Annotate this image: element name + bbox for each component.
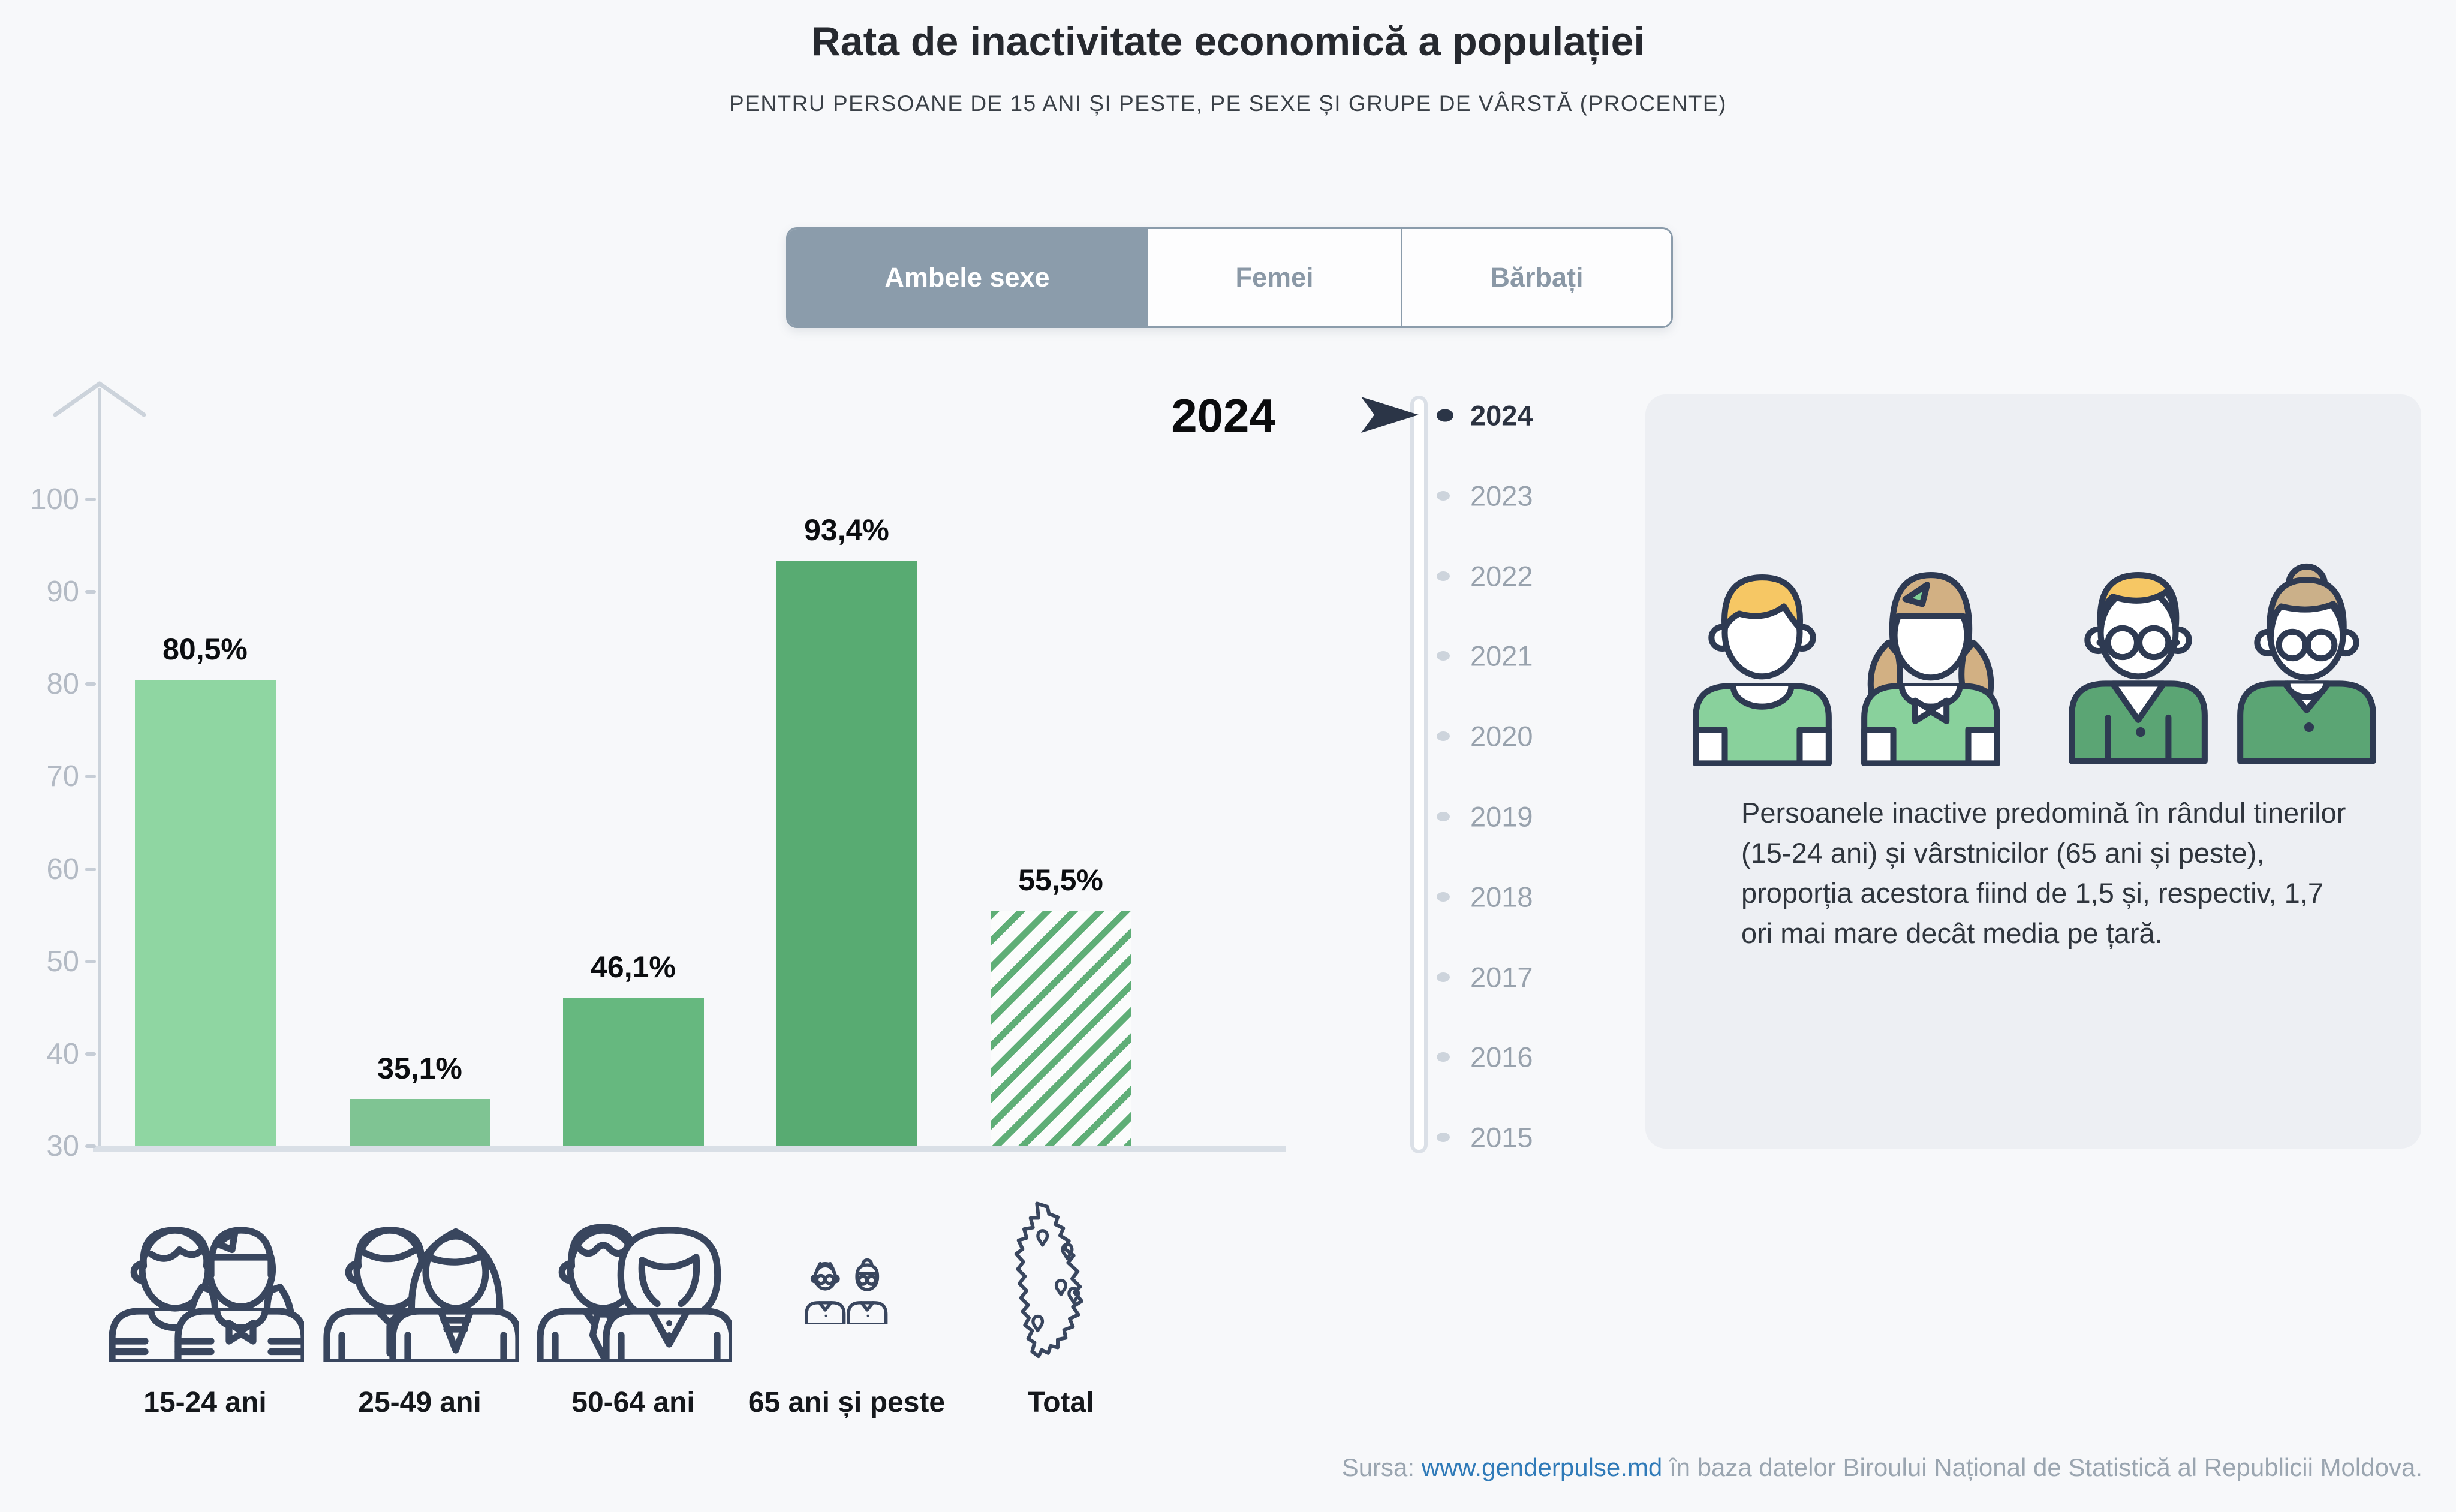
y-tick-label-60: 60 [46,853,79,885]
timeline-year-label-2020: 2020 [1470,720,1533,752]
y-tick-mark-40 [85,1052,96,1056]
timeline-dot-2017 [1437,972,1450,982]
sex-selector-tabs: Ambele sexe Femei Bărbați [786,227,1673,328]
timeline-year-2018[interactable]: 2018 [1421,873,1649,921]
middle-age-pair-icon [537,1224,732,1362]
category-label-25-49-ani: 25-49 ani [358,1387,481,1418]
timeline-dot-2024 [1437,409,1453,422]
boy-avatar-icon [1693,574,1832,766]
source-prefix: Sursa: [1341,1453,1422,1481]
man-avatar-icon [2069,572,2208,764]
source-suffix: în baza datelor Biroului Național de Sta… [1662,1453,2422,1481]
y-tick-mark-50 [85,959,96,963]
bar-total[interactable] [990,911,1131,1146]
timeline-dot-2021 [1437,651,1450,661]
tab-barbati[interactable]: Bărbați [1401,229,1671,326]
source-link[interactable]: www.genderpulse.md [1421,1453,1663,1481]
timeline-dot-2020 [1437,731,1450,742]
bar-value-total: 55,5% [1018,863,1103,897]
y-tick-mark-100 [85,498,96,502]
category-label-50-64-ani: 50-64 ani [571,1387,695,1418]
timeline-year-2019[interactable]: 2019 [1421,793,1649,841]
timeline-marker-arrow-icon[interactable] [1361,397,1419,433]
category-label-total: Total [1027,1387,1094,1418]
y-axis-arrow-icon [53,381,146,417]
timeline-dot-2018 [1437,891,1450,902]
timeline-year-2023[interactable]: 2023 [1421,472,1649,520]
timeline-year-label-2023: 2023 [1470,480,1533,512]
people-illustration [1684,526,2385,766]
timeline-year-label-2016: 2016 [1470,1041,1533,1073]
bar-value-15-24-ani: 80,5% [162,632,248,666]
timeline-year-2022[interactable]: 2022 [1421,552,1649,600]
bar-25-49-ani[interactable] [349,1099,490,1146]
bar-65-ani-i-peste[interactable] [776,561,917,1146]
y-tick-label-80: 80 [46,668,79,701]
page-title: Rata de inactivitate economică a populaț… [811,19,1645,64]
timeline-year-2020[interactable]: 2020 [1421,712,1649,760]
young-pair-icon [109,1227,304,1362]
tab-ambele-sexe[interactable]: Ambele sexe [788,229,1146,326]
y-tick-mark-60 [85,867,96,871]
elder-woman-avatar-icon [2237,563,2376,764]
timeline-year-2017[interactable]: 2017 [1421,953,1649,1001]
timeline-dot-2016 [1437,1052,1450,1062]
timeline-year-label-2024: 2024 [1470,399,1533,432]
y-axis-line [98,388,101,1146]
y-tick-label-30: 30 [46,1130,79,1162]
timeline-dot-2015 [1437,1133,1450,1143]
timeline-year-label-2022: 2022 [1470,560,1533,592]
y-tick-label-50: 50 [46,945,79,978]
bar-value-65-ani-i-peste: 93,4% [804,513,889,547]
timeline-year-label-2021: 2021 [1470,640,1533,672]
timeline-dot-2019 [1437,812,1450,821]
timeline-year-2016[interactable]: 2016 [1421,1033,1649,1081]
timeline-dot-2023 [1437,490,1450,501]
bar-value-50-64-ani: 46,1% [591,950,676,984]
timeline-year-2024[interactable]: 2024 [1421,391,1649,439]
insight-text: Persoanele inactive predomină în rândul … [1741,797,2346,949]
bar-15-24-ani[interactable] [134,680,276,1146]
timeline-year-label-2017: 2017 [1470,961,1533,993]
timeline-year-2015[interactable]: 2015 [1421,1113,1649,1161]
y-tick-label-90: 90 [46,576,79,609]
girl-avatar-icon [1861,571,2000,766]
timeline-dot-2022 [1437,571,1450,581]
y-tick-mark-90 [85,590,96,594]
moldova-map-icon [1014,1201,1083,1359]
page-subtitle: PENTRU PERSOANE DE 15 ANI ȘI PESTE, PE S… [729,91,1727,116]
y-tick-label-100: 100 [30,483,79,516]
x-axis-line [93,1146,1286,1152]
tab-femei[interactable]: Femei [1146,229,1401,326]
source-line: Sursa: www.genderpulse.md în baza datelo… [0,1453,2422,1482]
y-tick-label-40: 40 [46,1037,79,1070]
timeline-year-label-2019: 2019 [1470,800,1533,833]
category-label-15-24-ani: 15-24 ani [143,1387,267,1418]
y-tick-mark-30 [85,1144,96,1148]
timeline-year-2021[interactable]: 2021 [1421,632,1649,680]
current-year-label: 2024 [1171,389,1275,442]
y-tick-mark-70 [85,775,96,779]
insight-panel [1645,394,2421,1149]
timeline-track[interactable] [1410,396,1428,1153]
y-tick-label-70: 70 [46,760,79,793]
timeline-year-label-2015: 2015 [1470,1121,1533,1153]
bar-value-25-49-ani: 35,1% [377,1052,462,1085]
y-tick-mark-80 [85,682,96,686]
adult-pair-icon [323,1227,519,1362]
category-label-65-ani-i-peste: 65 ani și peste [748,1387,946,1418]
bar-50-64-ani[interactable] [562,998,704,1146]
elderly-pair-icon [805,1258,888,1324]
timeline-year-label-2018: 2018 [1470,881,1533,913]
